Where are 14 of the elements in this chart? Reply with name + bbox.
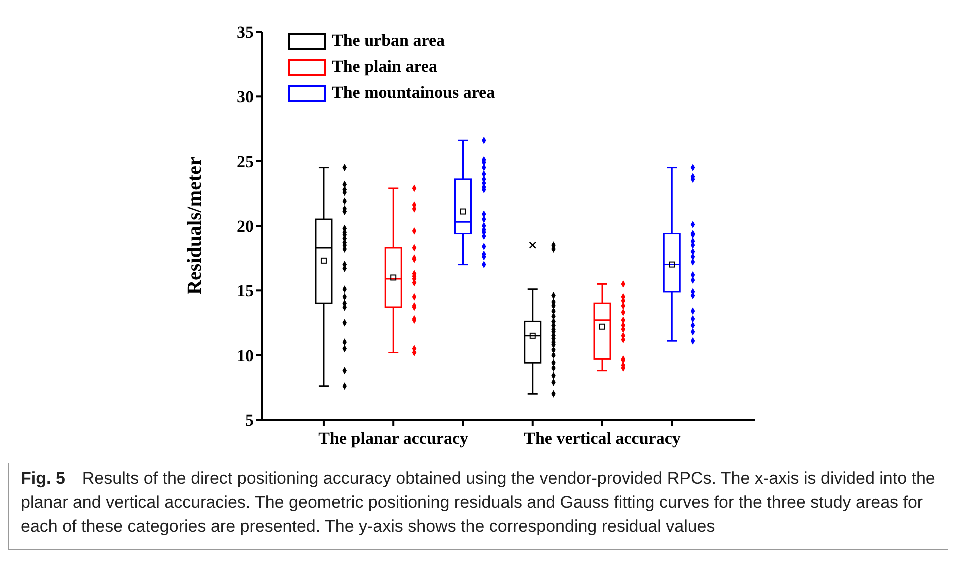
y-tick-label: 25 bbox=[237, 152, 254, 172]
y-tick-label: 20 bbox=[237, 217, 254, 236]
y-tick-label: 5 bbox=[246, 411, 254, 430]
caption: Fig. 5 Results of the direct positioning accuracy obtained using the vendor-provided RPCs. The x-axis is divided into the planar and vertical accuracies. The geometric positioning residuals and Gauss fitting curves for the three study areas for each of these categories are presented. The y-axis shows the corresponding residual values bbox=[8, 463, 948, 550]
y-tick-label: 30 bbox=[237, 88, 254, 107]
y-tick-label: 15 bbox=[237, 282, 254, 301]
x-tick-label: The planar accuracy bbox=[318, 429, 470, 448]
y-tick-label: 35 bbox=[237, 23, 254, 42]
legend-label: The plain area bbox=[332, 57, 438, 77]
legend-label: The mountainous area bbox=[332, 83, 496, 103]
legend-label: The urban area bbox=[332, 31, 446, 51]
x-tick-label: The vertical accuracy bbox=[524, 429, 682, 448]
y-axis-title: Residuals/meter bbox=[184, 157, 206, 295]
y-tick-label: 10 bbox=[237, 346, 254, 366]
